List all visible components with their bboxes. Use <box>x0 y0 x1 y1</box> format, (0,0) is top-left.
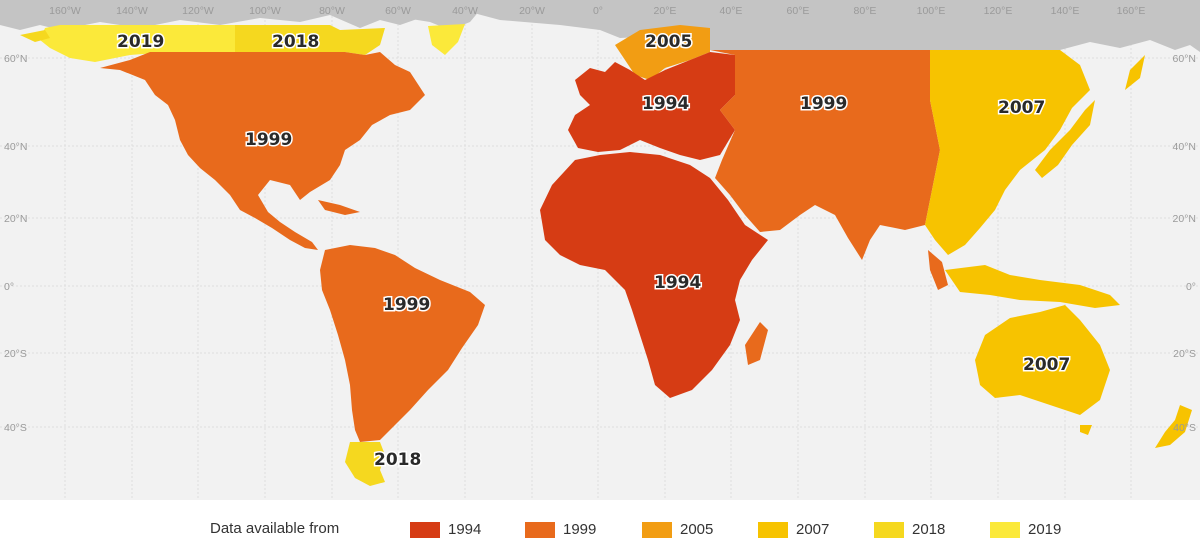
latitude-label: 20°N <box>4 213 27 225</box>
region-japan-2007 <box>1035 100 1095 178</box>
longitude-label: 20°W <box>519 5 545 17</box>
region-north-canada-2018 <box>235 25 385 55</box>
region-south-america-1999 <box>320 245 485 442</box>
region-caribbean-1999 <box>318 200 360 215</box>
region-tasmania-2007 <box>1080 425 1092 435</box>
region-label-east-asia: 2007 <box>998 98 1045 118</box>
legend-swatch <box>874 522 904 538</box>
greenland-no-data <box>395 5 480 30</box>
arctic-no-data-area <box>0 0 1200 52</box>
longitude-label: 20°E <box>654 5 677 17</box>
world-map-svg: 160°W 140°W 120°W 100°W 80°W 60°W 40°W 20°W 0° 20… <box>0 0 1200 500</box>
region-australia-2007 <box>975 305 1110 415</box>
longitude-label: 60°W <box>385 5 411 17</box>
latitude-label: 60°N <box>4 53 27 65</box>
latitude-label: 40°S <box>4 422 27 434</box>
region-north-america-1999 <box>100 52 425 250</box>
longitude-label: 100°W <box>249 5 281 17</box>
latitude-label: 40°N <box>1173 141 1196 153</box>
region-madagascar-1994 <box>745 322 768 365</box>
longitude-label: 80°W <box>319 5 345 17</box>
legend-swatch <box>642 522 672 538</box>
latitude-label: 20°S <box>1173 348 1196 360</box>
region-label-north-canada: 2018 <box>272 32 319 52</box>
region-label-alaska: 2019 <box>117 32 164 52</box>
region-africa-1994 <box>540 152 768 398</box>
longitude-labels: 160°W 140°W 120°W 100°W 80°W 60°W 40°W 20°W 0° 20… <box>49 5 1145 17</box>
region-kamchatka-2007 <box>1125 55 1145 90</box>
longitude-label: 80°E <box>854 5 877 17</box>
region-southeast-asia-2007 <box>945 265 1120 308</box>
latitude-label: 60°N <box>1173 53 1196 65</box>
longitude-label: 40°E <box>720 5 743 17</box>
legend-label: 1999 <box>563 521 597 538</box>
region-label-north-america: 1999 <box>245 130 292 150</box>
legend: Data available from 1994 1999 2005 2007 … <box>0 500 1200 542</box>
latitude-label: 0° <box>4 281 14 293</box>
region-label-africa: 1994 <box>654 273 701 293</box>
legend-label: 2018 <box>912 521 946 538</box>
region-scandinavia-2005 <box>615 25 710 80</box>
region-greenland-2019 <box>428 24 465 55</box>
region-alaska-2019 <box>40 25 235 62</box>
latitude-label: 40°N <box>4 141 27 153</box>
region-label-scandinavia: 2005 <box>645 32 692 52</box>
longitude-label: 120°W <box>182 5 214 17</box>
region-labels: 2019 2018 2005 1994 1999 1999 2007 1994 … <box>116 31 1072 472</box>
region-new-zealand-2007 <box>1155 405 1192 448</box>
longitude-label: 40°W <box>452 5 478 17</box>
latitude-labels: 60°N 60°N 40°N 40°N 20°N 20°N 0° 0° 20°S 20°S 40°S… <box>4 53 1196 434</box>
legend-label: 2005 <box>680 521 714 538</box>
coverage-map: 160°W 140°W 120°W 100°W 80°W 60°W 40°W 20°W 0° 20… <box>0 0 1200 500</box>
region-label-south-america: 1999 <box>383 295 430 315</box>
region-label-australia: 2007 <box>1023 355 1070 375</box>
longitude-label: 140°W <box>116 5 148 17</box>
latitude-label: 20°N <box>1173 213 1196 225</box>
region-iceland-2018 <box>20 30 50 42</box>
region-patagonia-2018 <box>345 442 385 486</box>
region-malay-1999 <box>928 250 948 290</box>
legend-label: 2019 <box>1028 521 1062 538</box>
legend-swatch <box>990 522 1020 538</box>
legend-swatch <box>410 522 440 538</box>
legend-label: 1994 <box>448 521 482 538</box>
region-east-asia-2007 <box>925 50 1090 255</box>
longitude-label: 160°E <box>1117 5 1146 17</box>
region-russia-asia-1999 <box>710 50 940 260</box>
legend-swatch <box>758 522 788 538</box>
latitude-label: 20°S <box>4 348 27 360</box>
region-label-europe: 1994 <box>642 94 689 114</box>
longitude-label: 120°E <box>984 5 1013 17</box>
region-europe-1994 <box>568 52 735 160</box>
legend-label: 2007 <box>796 521 830 538</box>
longitude-label: 140°E <box>1051 5 1080 17</box>
legend-swatch <box>525 522 555 538</box>
longitude-label: 100°E <box>917 5 946 17</box>
longitude-label: 60°E <box>787 5 810 17</box>
longitude-label: 160°W <box>49 5 81 17</box>
region-label-russia: 1999 <box>800 94 847 114</box>
region-label-patagonia: 2018 <box>374 450 421 470</box>
latitude-label: 40°S <box>1173 422 1196 434</box>
latitude-label: 0° <box>1186 281 1196 293</box>
legend-title: Data available from <box>210 520 340 537</box>
longitude-label: 0° <box>593 5 603 17</box>
